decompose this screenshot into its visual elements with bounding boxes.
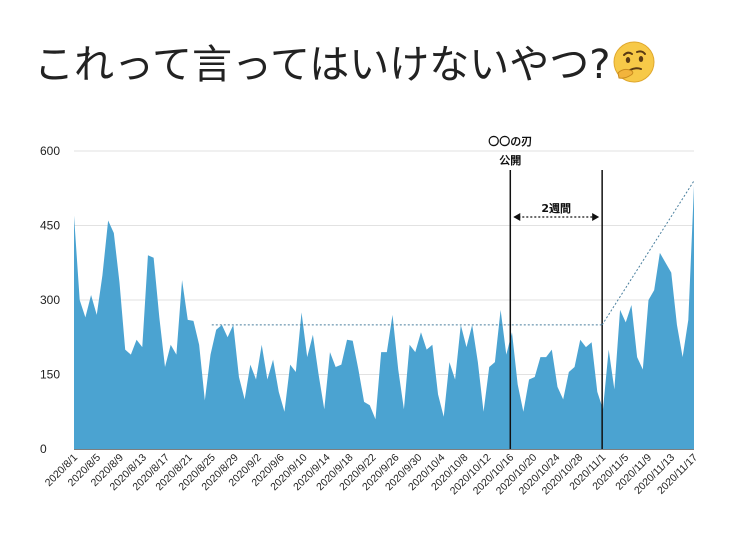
slide-title: これって言ってはいけないやつ?: [34, 32, 656, 90]
thinking-face-icon: [613, 41, 655, 83]
y-tick-label: 150: [40, 368, 60, 382]
interval-arrow-right-head: [592, 213, 600, 221]
slide-title-text: これって言ってはいけないやつ?: [34, 42, 611, 88]
y-axis-ticks: 0 150 300 450 600: [40, 144, 60, 456]
x-axis-ticks: 2020/8/12020/8/52020/8/92020/8/132020/8/…: [43, 452, 700, 498]
series-area-fill: [74, 185, 694, 449]
y-tick-label: 0: [40, 442, 47, 456]
interval-arrow-left-head: [513, 213, 521, 221]
interval-label: 2週間: [541, 201, 571, 215]
y-tick-label: 600: [40, 144, 60, 158]
y-tick-label: 450: [40, 219, 60, 233]
trend-dotted-line: [601, 180, 695, 326]
release-label-line1: 〇〇の刃: [488, 134, 532, 148]
series-area: [74, 185, 694, 449]
y-tick-label: 300: [40, 293, 60, 307]
release-label-line2: 公開: [499, 154, 521, 167]
